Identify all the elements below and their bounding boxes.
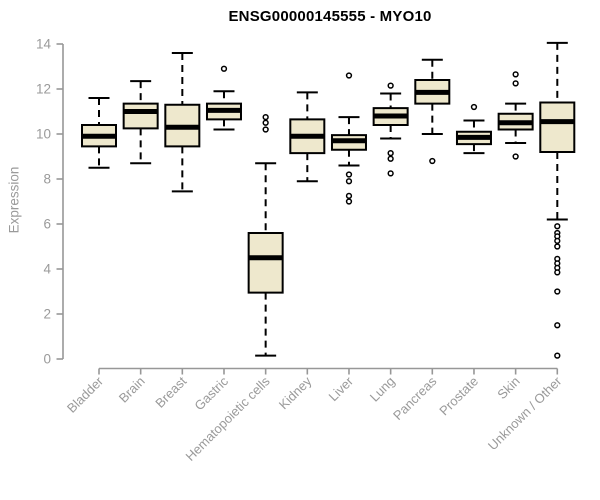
outlier-point (387, 149, 394, 157)
x-tick-label-bladder: Bladder (64, 373, 107, 416)
box-liver (330, 72, 367, 205)
y-tick-label-0: 0 (43, 352, 51, 367)
y-tick-label-10: 10 (36, 127, 51, 142)
x-tick-label-prostate: Prostate (436, 374, 481, 419)
x-tick-label-brain: Brain (116, 374, 148, 406)
box-bladder (81, 97, 117, 169)
outlier-point (512, 153, 519, 160)
outlier-point (554, 237, 561, 245)
outlier-point (220, 65, 228, 72)
outlier-point (470, 103, 478, 111)
x-tick-label-breast: Breast (152, 373, 189, 410)
x-tick-label-lung: Lung (367, 374, 398, 405)
box-lung (372, 82, 409, 177)
x-tick-label-pancreas: Pancreas (390, 373, 440, 423)
iqr-box (247, 232, 284, 294)
outlier-point (387, 82, 394, 89)
box-unknown-other (539, 41, 576, 359)
outlier-point (554, 322, 561, 329)
y-tick-label-4: 4 (43, 262, 51, 277)
x-tick-label-liver: Liver (326, 373, 357, 404)
y-tick-label-2: 2 (43, 307, 51, 322)
x-tick-label-gastric: Gastric (191, 373, 231, 413)
outlier-point (512, 80, 519, 87)
outlier-point (554, 288, 561, 295)
outlier-point (554, 223, 561, 230)
iqr-box (122, 102, 159, 130)
outlier-point (345, 198, 353, 205)
box-pancreas (414, 58, 451, 165)
outlier-point (345, 171, 353, 178)
iqr-box (539, 101, 576, 153)
box-prostate (455, 103, 492, 155)
y-tick-label-8: 8 (43, 172, 51, 187)
outlier-point (387, 170, 394, 177)
outlier-point (554, 352, 561, 359)
box-skin (497, 71, 534, 160)
outlier-point (429, 157, 436, 165)
y-tick-label-6: 6 (43, 217, 51, 232)
x-tick-label-kidney: Kidney (276, 373, 315, 412)
outlier-point (512, 71, 519, 78)
outlier-point (554, 243, 561, 250)
box-gastric (205, 65, 242, 131)
outlier-point (262, 119, 269, 126)
outlier-point (387, 155, 394, 162)
box-kidney (289, 91, 326, 183)
box-hematopoietic-cells (247, 113, 284, 357)
chart-title: ENSG00000145555 - MYO10 (228, 8, 432, 25)
outlier-point (262, 113, 269, 121)
x-tick-label-unknown-other: Unknown / Other (485, 373, 565, 453)
outlier-point (554, 269, 561, 276)
x-tick-label-skin: Skin (494, 374, 522, 402)
outlier-point (345, 192, 353, 200)
outlier-point (345, 178, 353, 185)
outlier-point (345, 72, 353, 79)
box-brain (122, 80, 159, 165)
y-tick-label-12: 12 (36, 82, 51, 97)
y-tick-label-14: 14 (36, 37, 52, 52)
box-breast (164, 52, 201, 193)
outlier-point (262, 126, 269, 133)
